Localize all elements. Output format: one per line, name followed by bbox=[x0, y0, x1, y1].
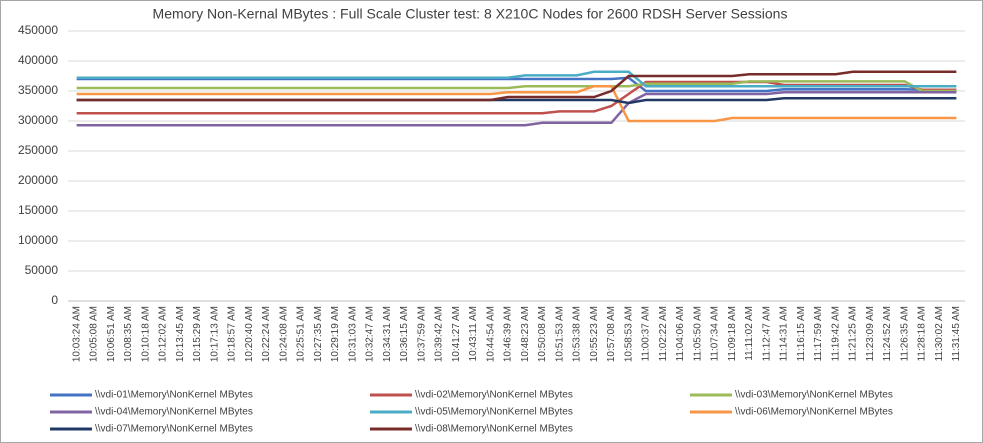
x-tick-label: 10:55:23 AM bbox=[589, 306, 600, 362]
legend-label: \\vdi-08\Memory\NonKernel MBytes bbox=[415, 424, 573, 435]
x-tick-label: 10:12:02 AM bbox=[158, 306, 169, 362]
x-tick-label: 10:18:57 AM bbox=[227, 306, 238, 362]
x-tick-label: 11:24:52 AM bbox=[882, 306, 893, 361]
x-tick-label: 10:41:27 AM bbox=[451, 306, 462, 362]
legend-label: \\vdi-04\Memory\NonKernel MBytes bbox=[95, 407, 253, 418]
x-tick-label: 10:51:53 AM bbox=[554, 306, 565, 362]
x-tick-label: 11:14:31 AM bbox=[779, 306, 790, 361]
x-tick-label: 10:34:31 AM bbox=[382, 306, 393, 362]
legend-label: \\vdi-05\Memory\NonKernel MBytes bbox=[415, 407, 573, 418]
x-tick-label: 11:11:02 AM bbox=[744, 306, 755, 361]
legend-label: \\vdi-07\Memory\NonKernel MBytes bbox=[95, 424, 253, 435]
x-tick-label: 10:37:59 AM bbox=[416, 306, 427, 362]
series-line bbox=[76, 70, 957, 88]
x-tick-label: 11:19:42 AM bbox=[830, 306, 841, 361]
x-tick-label: 11:07:34 AM bbox=[710, 306, 721, 361]
x-tick-label: 10:27:35 AM bbox=[313, 306, 324, 362]
x-tick-label: 10:05:08 AM bbox=[89, 306, 100, 362]
x-tick-label: 11:17:59 AM bbox=[813, 306, 824, 361]
x-tick-label: 10:50:08 AM bbox=[537, 306, 548, 362]
legend-label: \\vdi-03\Memory\NonKernel MBytes bbox=[735, 390, 893, 401]
y-tick-label: 150000 bbox=[18, 203, 58, 217]
x-tick-label: 10:57:08 AM bbox=[606, 306, 617, 362]
series-line bbox=[76, 80, 957, 93]
legend-label: \\vdi-06\Memory\NonKernel MBytes bbox=[735, 407, 893, 418]
x-tick-label: 10:44:54 AM bbox=[485, 306, 496, 362]
legend-label: \\vdi-02\Memory\NonKernel MBytes bbox=[415, 390, 573, 401]
x-tick-label: 11:09:18 AM bbox=[727, 306, 738, 361]
x-tick-label: 10:15:29 AM bbox=[192, 306, 203, 362]
x-tick-label: 10:03:24 AM bbox=[71, 306, 82, 362]
x-tick-label: 11:28:18 AM bbox=[917, 306, 928, 361]
x-tick-label: 10:10:18 AM bbox=[140, 306, 151, 362]
y-tick-label: 250000 bbox=[18, 143, 58, 157]
x-tick-label: 11:02:22 AM bbox=[658, 306, 669, 361]
x-tick-label: 11:21:25 AM bbox=[848, 306, 859, 361]
x-tick-label: 10:06:51 AM bbox=[106, 306, 117, 362]
x-tick-label: 10:46:39 AM bbox=[503, 306, 514, 362]
x-tick-label: 11:31:45 AM bbox=[951, 306, 962, 361]
x-tick-label: 10:17:13 AM bbox=[209, 306, 220, 362]
y-tick-label: 100000 bbox=[18, 233, 58, 247]
x-tick-label: 11:00:37 AM bbox=[641, 306, 652, 361]
x-tick-label: 10:20:40 AM bbox=[244, 306, 255, 362]
x-tick-label: 10:53:38 AM bbox=[572, 306, 583, 362]
x-tick-label: 10:48:23 AM bbox=[520, 306, 531, 362]
y-tick-label: 200000 bbox=[18, 173, 58, 187]
x-tick-label: 10:43:11 AM bbox=[468, 306, 479, 361]
y-tick-label: 400000 bbox=[18, 53, 58, 67]
x-tick-label: 10:22:24 AM bbox=[261, 306, 272, 362]
y-tick-label: 450000 bbox=[18, 23, 58, 37]
x-tick-label: 10:31:03 AM bbox=[347, 306, 358, 362]
series-line bbox=[76, 90, 957, 127]
y-tick-label: 300000 bbox=[18, 113, 58, 127]
x-tick-label: 11:16:15 AM bbox=[796, 306, 807, 361]
x-tick-label: 11:12:47 AM bbox=[761, 306, 772, 361]
x-tick-label: 11:30:02 AM bbox=[934, 306, 945, 361]
x-tick-label: 10:24:08 AM bbox=[278, 306, 289, 362]
x-tick-label: 10:39:42 AM bbox=[434, 306, 445, 362]
series-line bbox=[76, 70, 957, 102]
x-tick-label: 10:58:53 AM bbox=[623, 306, 634, 362]
x-tick-label: 10:13:45 AM bbox=[175, 306, 186, 362]
x-tick-label: 11:26:35 AM bbox=[899, 306, 910, 361]
x-tick-label: 11:05:50 AM bbox=[692, 306, 703, 361]
x-tick-label: 10:08:35 AM bbox=[123, 306, 134, 362]
x-tick-label: 11:23:09 AM bbox=[865, 306, 876, 361]
series-line bbox=[76, 84, 957, 123]
legend-label: \\vdi-01\Memory\NonKernel MBytes bbox=[95, 390, 253, 401]
chart-title: Memory Non-Kernal MBytes : Full Scale Cl… bbox=[153, 6, 788, 22]
y-tick-label: 50000 bbox=[25, 263, 59, 277]
y-tick-label: 350000 bbox=[18, 83, 58, 97]
x-tick-label: 10:25:51 AM bbox=[296, 306, 307, 362]
x-tick-label: 10:29:19 AM bbox=[330, 306, 341, 362]
x-tick-label: 11:04:06 AM bbox=[675, 306, 686, 361]
x-tick-label: 10:32:47 AM bbox=[365, 306, 376, 362]
x-tick-label: 10:36:15 AM bbox=[399, 306, 410, 362]
y-tick-label: 0 bbox=[51, 293, 58, 307]
